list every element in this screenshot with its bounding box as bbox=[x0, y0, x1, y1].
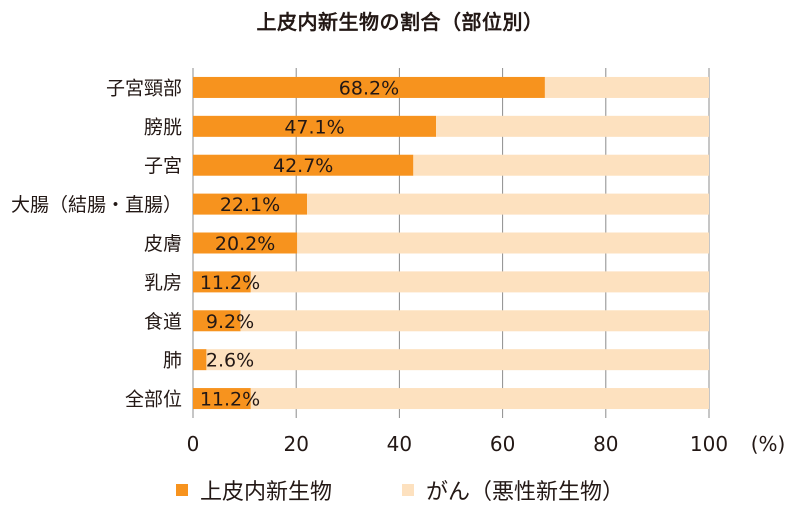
bar-cancer-4 bbox=[297, 232, 709, 254]
bar-intraepithelial-8 bbox=[193, 388, 251, 410]
chart-title: 上皮内新生物の割合（部位別） bbox=[256, 10, 544, 34]
bar-intraepithelial-2 bbox=[193, 154, 414, 176]
x-tick-label-3: 60 bbox=[490, 432, 515, 456]
legend: 上皮内新生物 がん（悪性新生物） bbox=[0, 474, 800, 506]
data-label-4: 20.2% bbox=[215, 233, 275, 255]
data-label-5: 11.2% bbox=[200, 272, 260, 294]
x-tick-label-1: 20 bbox=[283, 432, 308, 456]
bar-cancer-2 bbox=[413, 154, 709, 176]
bar-cancer-8 bbox=[250, 388, 710, 410]
bar-intraepithelial-3 bbox=[193, 193, 308, 215]
legend-item-cancer: がん（悪性新生物） bbox=[402, 474, 624, 506]
bar-cancer-3 bbox=[307, 193, 709, 215]
legend-swatch-intraepithelial bbox=[175, 484, 188, 496]
data-label-6: 9.2% bbox=[206, 311, 254, 333]
x-tick-label-0: 0 bbox=[187, 432, 200, 456]
x-tick-label-5: 100 bbox=[690, 432, 728, 456]
data-label-7: 2.6% bbox=[206, 350, 254, 372]
data-labels: 68.2% 47.1% 42.7% 22.1% 20.2% 11.2% 9.2% 2.6% 11… bbox=[200, 77, 399, 410]
bar-intraepithelial-6 bbox=[193, 310, 241, 332]
bar-intraepithelial-7 bbox=[193, 349, 207, 371]
category-label-0: 子宮頸部 bbox=[106, 77, 182, 99]
category-label-7: 肺 bbox=[163, 350, 182, 372]
legend-item-intraepithelial: 上皮内新生物 bbox=[175, 474, 332, 506]
category-label-4: 皮膚 bbox=[144, 233, 182, 255]
x-unit-label: (%) bbox=[751, 432, 786, 456]
data-label-3: 22.1% bbox=[220, 194, 280, 216]
bar-cancer-5 bbox=[250, 271, 710, 293]
category-label-3: 大腸（結腸・直腸） bbox=[11, 194, 182, 216]
x-tick-label-2: 40 bbox=[387, 432, 412, 456]
bar-intraepithelial-0 bbox=[193, 76, 545, 98]
category-label-8: 全部位 bbox=[125, 389, 182, 411]
bar-intraepithelial-5 bbox=[193, 271, 251, 293]
x-tick-label-4: 80 bbox=[593, 432, 618, 456]
data-label-1: 47.1% bbox=[284, 116, 344, 138]
category-label-2: 子宮 bbox=[144, 155, 182, 177]
category-label-6: 食道 bbox=[144, 311, 182, 333]
category-label-5: 乳房 bbox=[144, 272, 182, 294]
bar-cancer-7 bbox=[206, 349, 709, 371]
bar-intraepithelial-1 bbox=[193, 115, 437, 137]
bar-cancer-0 bbox=[544, 76, 709, 98]
legend-swatch-cancer bbox=[402, 484, 414, 496]
data-label-0: 68.2% bbox=[339, 77, 399, 99]
category-label-1: 膀胱 bbox=[144, 116, 182, 138]
x-tick-labels: 0 20 40 60 80 100 bbox=[187, 432, 728, 456]
legend-label-intraepithelial: 上皮内新生物 bbox=[199, 480, 332, 505]
bars bbox=[193, 76, 710, 410]
data-label-8: 11.2% bbox=[200, 389, 260, 411]
legend-label-cancer: がん（悪性新生物） bbox=[426, 480, 625, 505]
bar-cancer-1 bbox=[436, 115, 709, 137]
bar-intraepithelial-4 bbox=[193, 232, 298, 254]
data-label-2: 42.7% bbox=[273, 155, 333, 177]
bar-cancer-6 bbox=[240, 310, 710, 332]
